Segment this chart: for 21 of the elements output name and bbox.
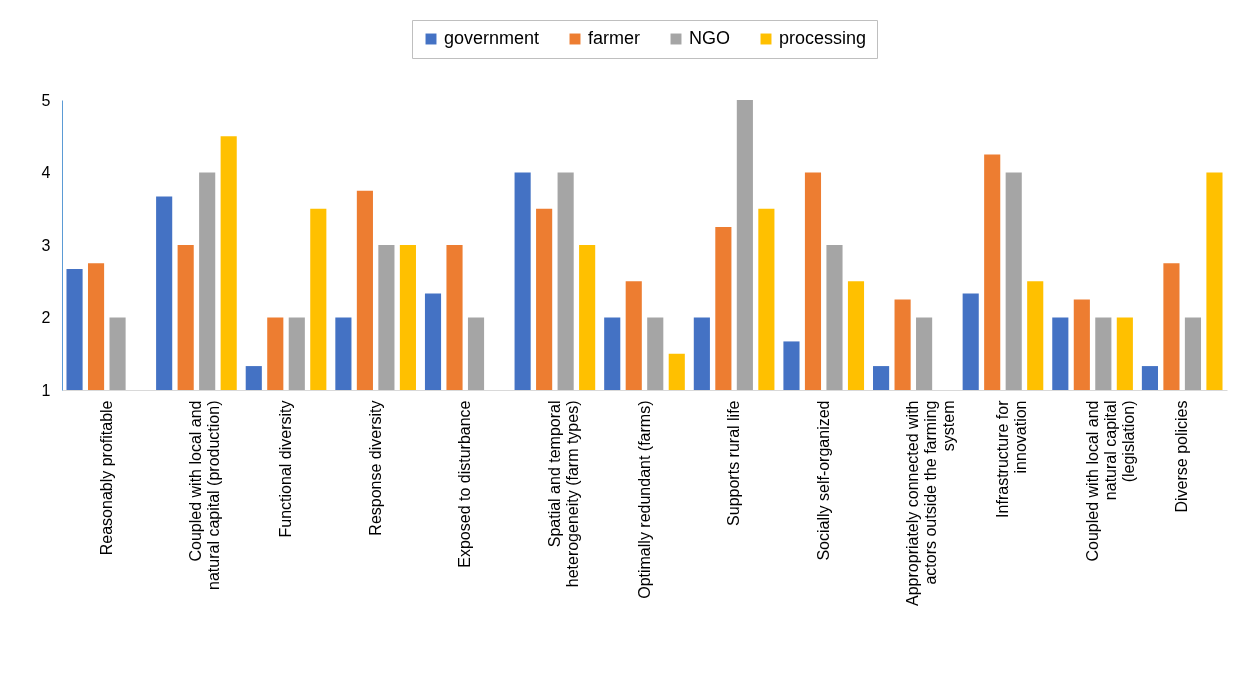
y-tick-label: 3 — [41, 236, 51, 254]
legend-label: farmer — [588, 28, 641, 48]
legend-label: processing — [779, 28, 867, 48]
x-tick-label: Coupled with local and natural capital (production) — [187, 400, 223, 590]
x-tick-label: Optimally redundant (farms) — [635, 400, 653, 599]
legend-label: NGO — [689, 28, 731, 48]
x-tick-label: Reasonably profitable — [97, 400, 115, 556]
x-tick-label: Supports rural life — [725, 400, 743, 526]
y-tick-label: 4 — [41, 164, 51, 181]
y-tick-label: 1 — [41, 381, 51, 399]
y-tick-label: 2 — [41, 309, 51, 326]
x-tick-label: Functional diversity — [277, 400, 295, 538]
x-tick-label: Diverse policies — [1173, 400, 1191, 513]
x-tick-label: Socially self-organized — [814, 400, 832, 561]
x-tick-label: Response diversity — [366, 400, 384, 536]
x-tick-label: Exposed to disturbance — [456, 400, 474, 568]
x-tick-label: Spatial and temporal heterogeneity (farm types) — [545, 400, 581, 588]
x-tick-label: Appropriately connected with actors outside the farming system — [904, 400, 958, 606]
y-tick-label: 5 — [41, 91, 51, 109]
x-tick-label: Coupled with local and natural capital (legislation) — [1083, 400, 1137, 562]
legend-label: government — [444, 28, 540, 48]
